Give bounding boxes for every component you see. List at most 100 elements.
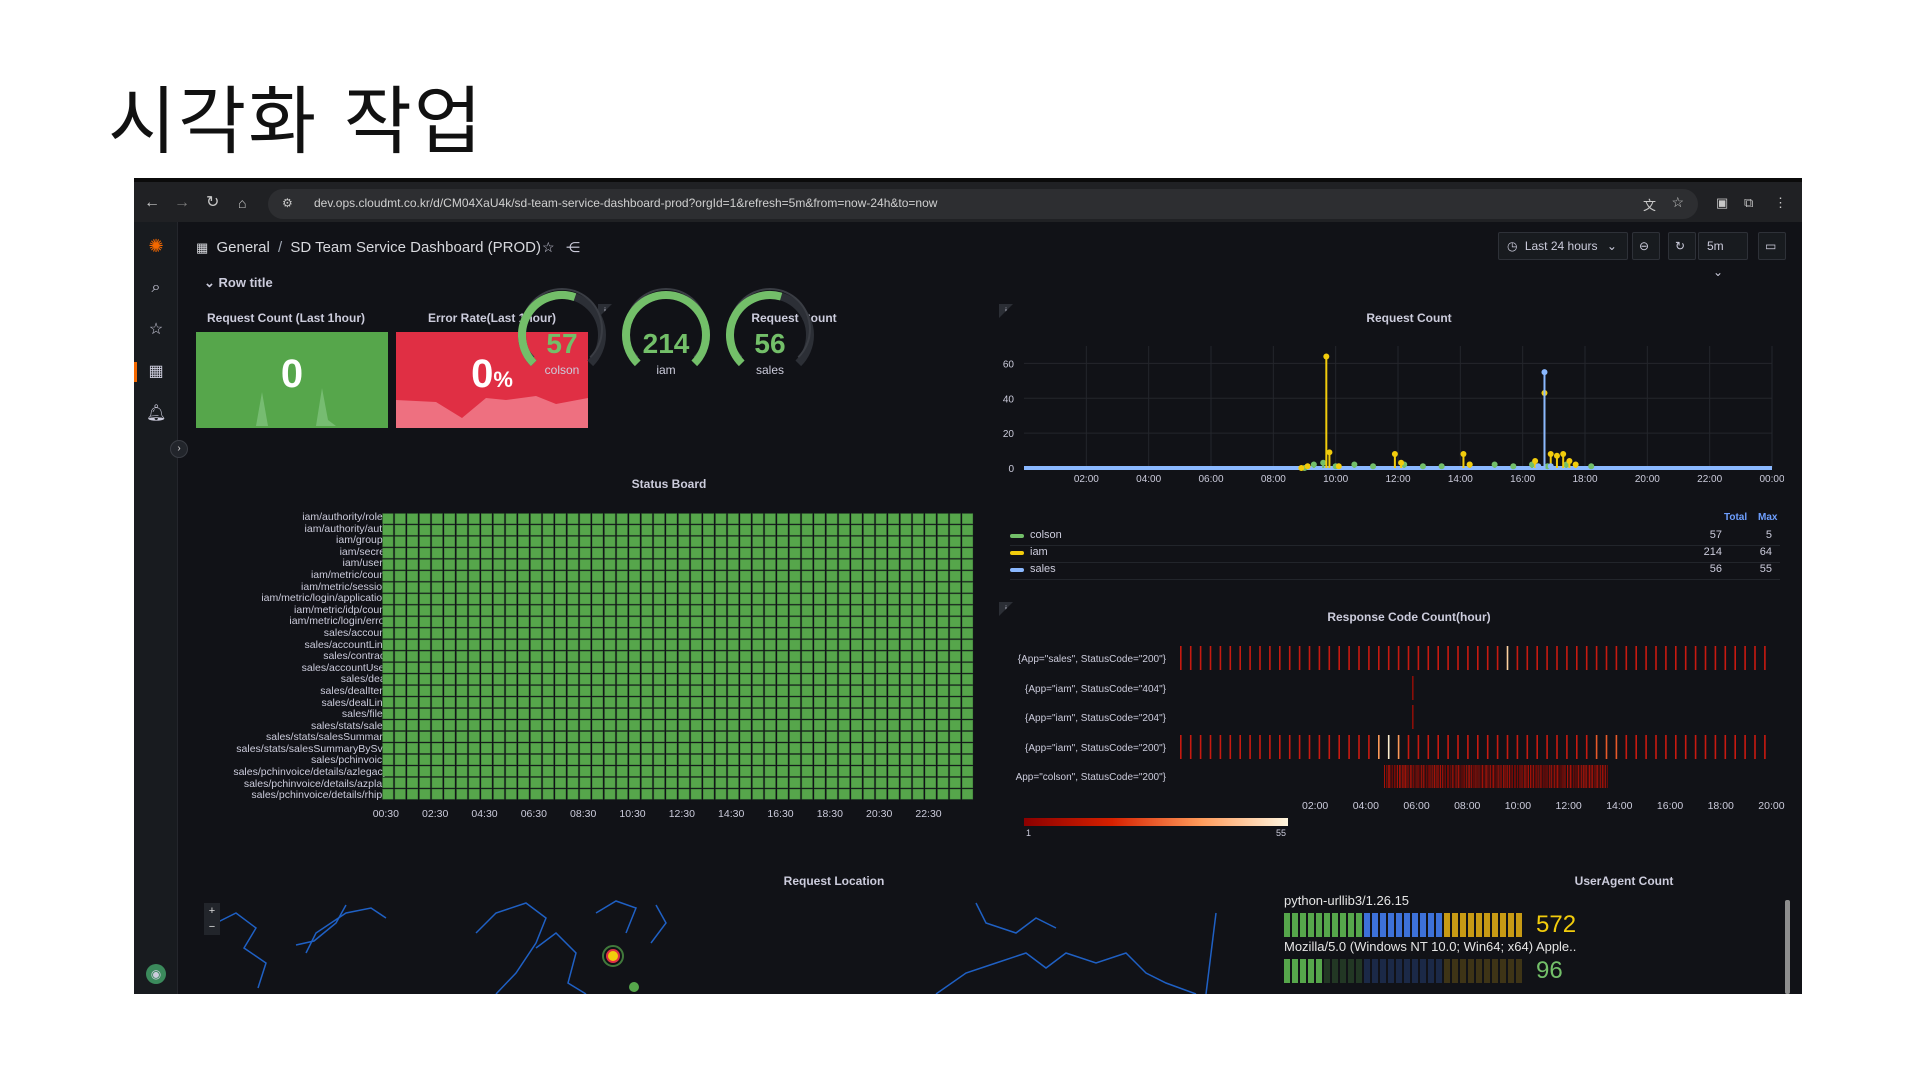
site-settings-icon[interactable]: ⚙ bbox=[282, 196, 293, 210]
status-cell bbox=[456, 697, 468, 708]
response-code-heatmap[interactable] bbox=[1174, 638, 1794, 788]
status-cell bbox=[419, 731, 431, 743]
status-cell bbox=[937, 708, 949, 720]
heatmap-row-label: App="colson", StatusCode="200"} bbox=[1015, 772, 1166, 783]
back-icon[interactable]: ← bbox=[144, 194, 160, 211]
status-cell bbox=[555, 754, 567, 766]
sidebar-expand-button[interactable]: › bbox=[170, 440, 188, 458]
status-cell bbox=[875, 765, 887, 777]
extension-icon[interactable]: ▣ bbox=[1716, 195, 1729, 210]
status-cell bbox=[456, 674, 468, 685]
status-cell bbox=[604, 513, 616, 524]
heatmap-cell bbox=[1446, 765, 1448, 788]
status-cell bbox=[764, 685, 776, 697]
request-location-map[interactable]: + − bbox=[196, 893, 1276, 994]
status-cell bbox=[481, 628, 493, 639]
status-cell bbox=[826, 708, 838, 720]
status-cell bbox=[555, 639, 567, 651]
status-cell bbox=[752, 582, 764, 593]
data-point bbox=[1588, 463, 1595, 470]
alerting-bell-icon[interactable]: 🔔︎ bbox=[146, 405, 167, 422]
bar-segment bbox=[1324, 913, 1330, 937]
refresh-interval-picker[interactable]: 5m ⌄ bbox=[1698, 232, 1748, 279]
status-cell bbox=[579, 788, 591, 800]
status-cell bbox=[888, 524, 900, 536]
status-cell bbox=[653, 765, 665, 777]
heatmap-cell bbox=[1598, 765, 1600, 788]
stat-error-rate-1h[interactable]: 0% bbox=[396, 332, 588, 428]
status-cell bbox=[949, 547, 961, 559]
bookmark-star-icon[interactable]: ☆ bbox=[1671, 194, 1684, 210]
zoom-out-button[interactable]: − bbox=[208, 921, 216, 933]
forward-icon[interactable]: → bbox=[174, 194, 190, 211]
user-avatar[interactable]: ◉ bbox=[146, 964, 166, 984]
address-bar[interactable]: ⚙ dev.ops.cloudmt.co.kr/d/CM04XaU4k/sd-t… bbox=[268, 189, 1698, 219]
status-cell bbox=[481, 582, 493, 593]
dashboard-title[interactable]: SD Team Service Dashboard (PROD) bbox=[290, 239, 542, 256]
stat-request-count-1h[interactable]: 0 bbox=[196, 332, 388, 428]
status-cell bbox=[616, 513, 628, 524]
reload-icon[interactable]: ↻ bbox=[206, 194, 220, 211]
legend-row-sales[interactable]: sales 56 55 bbox=[1010, 560, 1780, 580]
status-row-label: sales/stats/salesSummary bbox=[266, 731, 388, 744]
panel-info-icon[interactable]: i bbox=[999, 304, 1013, 318]
extensions-puzzle-icon[interactable]: ⧉ bbox=[1744, 195, 1754, 210]
legend-header-max[interactable]: Max bbox=[1758, 512, 1778, 523]
status-cell bbox=[518, 605, 530, 616]
time-range-picker[interactable]: ◷ Last 24 hours ⌄ bbox=[1498, 232, 1628, 260]
status-cell bbox=[493, 536, 505, 547]
status-cell bbox=[740, 708, 752, 720]
bar-segment bbox=[1340, 913, 1346, 937]
gauge-iam[interactable] bbox=[601, 280, 731, 370]
legend-row-iam[interactable]: iam 214 64 bbox=[1010, 543, 1780, 563]
status-cell bbox=[407, 605, 419, 616]
useragent-bargauge[interactable]: python-urllib3/1.26.15 572 Mozilla/5.0 (Wi… bbox=[1284, 893, 1794, 994]
heatmap-cell bbox=[1189, 646, 1192, 670]
status-cell bbox=[900, 547, 912, 559]
status-cell bbox=[579, 708, 591, 720]
status-cell bbox=[962, 513, 974, 524]
panel-info-icon[interactable]: i bbox=[999, 602, 1013, 616]
status-cell bbox=[703, 765, 715, 777]
home-icon[interactable]: ⌂ bbox=[238, 195, 247, 211]
status-cell bbox=[715, 719, 727, 731]
menu-dots-icon[interactable]: ⋮ bbox=[1774, 195, 1787, 210]
tv-mode-button[interactable]: ▭ bbox=[1758, 232, 1786, 260]
heatmap-cell bbox=[1492, 765, 1494, 788]
status-cell bbox=[764, 754, 776, 766]
star-dashboard-icon[interactable]: ☆ bbox=[542, 239, 555, 255]
bar-segment bbox=[1388, 913, 1394, 937]
breadcrumb-folder[interactable]: General bbox=[216, 239, 270, 256]
status-cell bbox=[567, 719, 579, 731]
zoom-in-button[interactable]: + bbox=[208, 905, 216, 917]
panel-scrollbar[interactable] bbox=[1785, 900, 1790, 994]
bar-segment bbox=[1372, 913, 1378, 937]
legend-header-total[interactable]: Total bbox=[1724, 512, 1748, 523]
status-cell bbox=[653, 628, 665, 639]
gauge-sales[interactable] bbox=[705, 280, 835, 370]
zoom-out-button[interactable]: ⊖ bbox=[1632, 232, 1660, 260]
status-cell bbox=[518, 524, 530, 536]
status-row-label: sales/files bbox=[341, 708, 388, 721]
translate-icon[interactable]: 文 bbox=[1642, 198, 1656, 213]
heatmap-cell bbox=[1328, 646, 1331, 670]
status-cell bbox=[394, 593, 406, 605]
heatmap-cell bbox=[1398, 765, 1400, 788]
dashboards-icon[interactable]: ▦ bbox=[148, 363, 164, 380]
status-cell bbox=[616, 651, 628, 662]
grafana-logo-icon[interactable]: ✺ bbox=[148, 236, 164, 256]
legend-max: 5 bbox=[1765, 529, 1772, 541]
row-title[interactable]: ⌄ Row title bbox=[204, 275, 273, 290]
refresh-button[interactable]: ↻ bbox=[1668, 232, 1696, 260]
status-cell bbox=[641, 547, 653, 559]
starred-icon[interactable]: ☆ bbox=[148, 321, 164, 338]
heatmap-cell bbox=[1534, 765, 1536, 788]
status-board-grid[interactable] bbox=[382, 513, 974, 800]
legend-row-colson[interactable]: colson 57 5 bbox=[1010, 526, 1780, 546]
share-icon[interactable]: ⋲ bbox=[566, 239, 580, 255]
gauge-colson[interactable] bbox=[497, 280, 627, 370]
status-cell bbox=[505, 616, 517, 628]
search-icon[interactable]: ⌕ bbox=[151, 279, 161, 296]
status-cell bbox=[900, 754, 912, 766]
